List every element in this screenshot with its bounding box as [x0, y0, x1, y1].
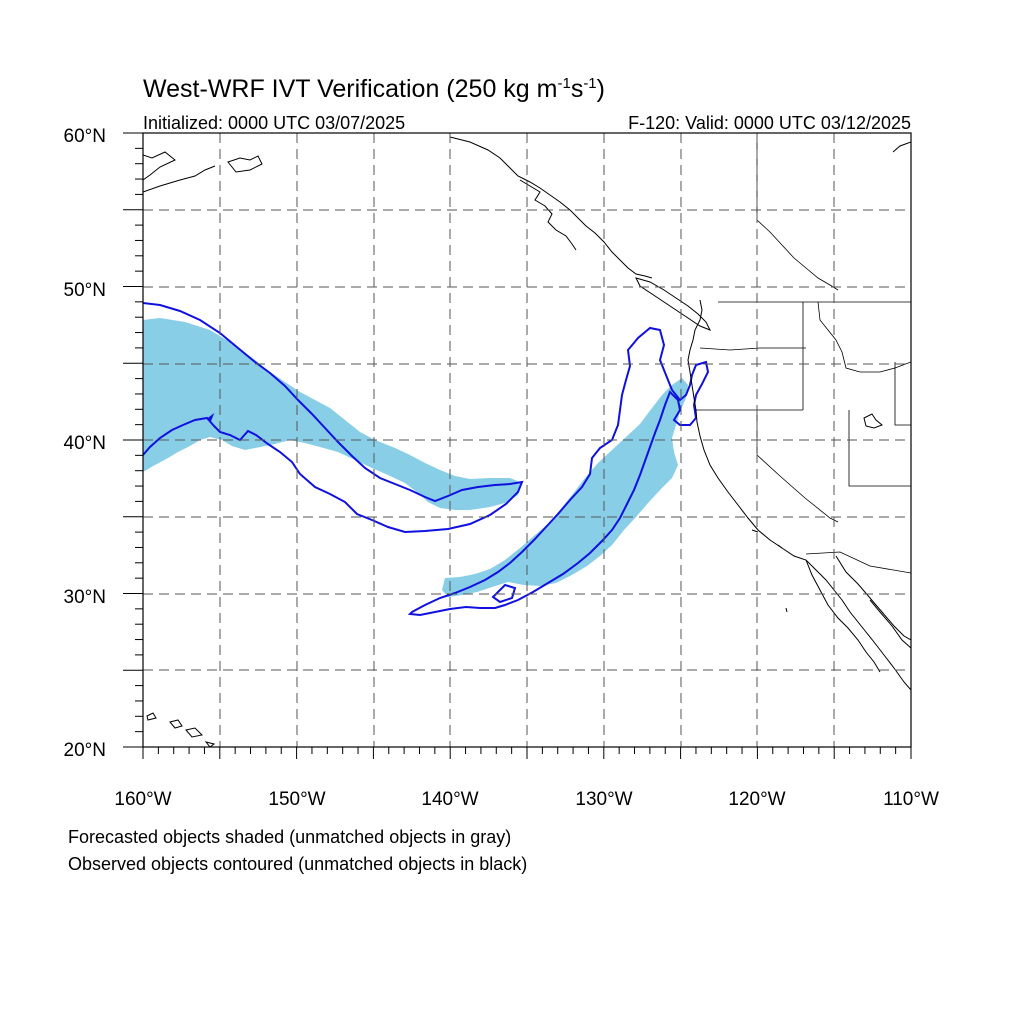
great-salt-lake	[863, 413, 883, 429]
legend-observed-note: Observed objects contoured (unmatched ob…	[68, 854, 527, 874]
se-alaska-islands	[519, 179, 577, 251]
lon-label-130w: 130°W	[575, 789, 632, 810]
observed-object-small	[491, 583, 517, 604]
gulf-of-alaska-coast	[449, 136, 653, 279]
lat-label-20n: 20°N	[64, 740, 106, 761]
wa-or-border	[699, 347, 806, 351]
coastlines	[143, 136, 911, 747]
political-borders	[696, 133, 911, 574]
lat-label-40n: 40°N	[64, 433, 106, 454]
channel-islands	[751, 529, 788, 613]
legend-forecast-note: Forecasted objects shaded (unmatched obj…	[68, 827, 511, 847]
valid-time-label: F-120: Valid: 0000 UTC 03/12/2025	[628, 113, 911, 133]
utah-wy-border	[894, 362, 911, 426]
lon-label-110w: 110°W	[883, 789, 939, 810]
observed-object-pacific-blob	[206, 413, 215, 423]
hawaii-islands	[146, 712, 216, 747]
alaska-coast	[143, 151, 176, 181]
tick-marks	[123, 132, 912, 759]
gulf-of-california	[835, 555, 911, 641]
longitude-labels: 160°W 150°W 140°W 130°W 120°W 110°W	[114, 789, 939, 810]
forecast-object-pacific	[143, 318, 522, 510]
latitude-labels: 60°N 50°N 40°N 30°N 20°N	[64, 126, 106, 761]
lon-label-150w: 150°W	[268, 789, 325, 810]
figure-title: West-WRF IVT Verification (250 kg m-1s-1…	[143, 75, 605, 103]
lon-label-140w: 140°W	[421, 789, 478, 810]
nv-ut-border	[848, 410, 911, 487]
graticule	[143, 133, 911, 747]
init-time-label: Initialized: 0000 UTC 03/07/2025	[143, 113, 405, 133]
alaska-canada-border	[756, 133, 839, 291]
lat-label-50n: 50°N	[64, 280, 106, 301]
aleutian-coast	[143, 165, 216, 193]
observed-object-pacific	[143, 302, 524, 534]
lat-label-60n: 60°N	[64, 126, 106, 147]
forecast-object-california	[442, 378, 688, 597]
observed-object-california	[407, 326, 710, 617]
mexico-mainland-coast	[869, 599, 911, 649]
idaho-montana-border	[817, 301, 911, 373]
baja-california	[805, 559, 881, 673]
hudson-coast	[892, 141, 911, 153]
us-west-coast	[687, 299, 911, 691]
ca-nv-border	[756, 410, 839, 523]
observed-objects	[143, 302, 710, 617]
lon-label-120w: 120°W	[728, 789, 785, 810]
lon-label-160w: 160°W	[114, 789, 171, 810]
us-mexico-border	[805, 551, 911, 574]
lat-label-30n: 30°N	[64, 587, 106, 608]
forecast-objects	[143, 318, 688, 597]
vancouver-island	[635, 277, 712, 331]
alaska-islands	[227, 155, 263, 173]
